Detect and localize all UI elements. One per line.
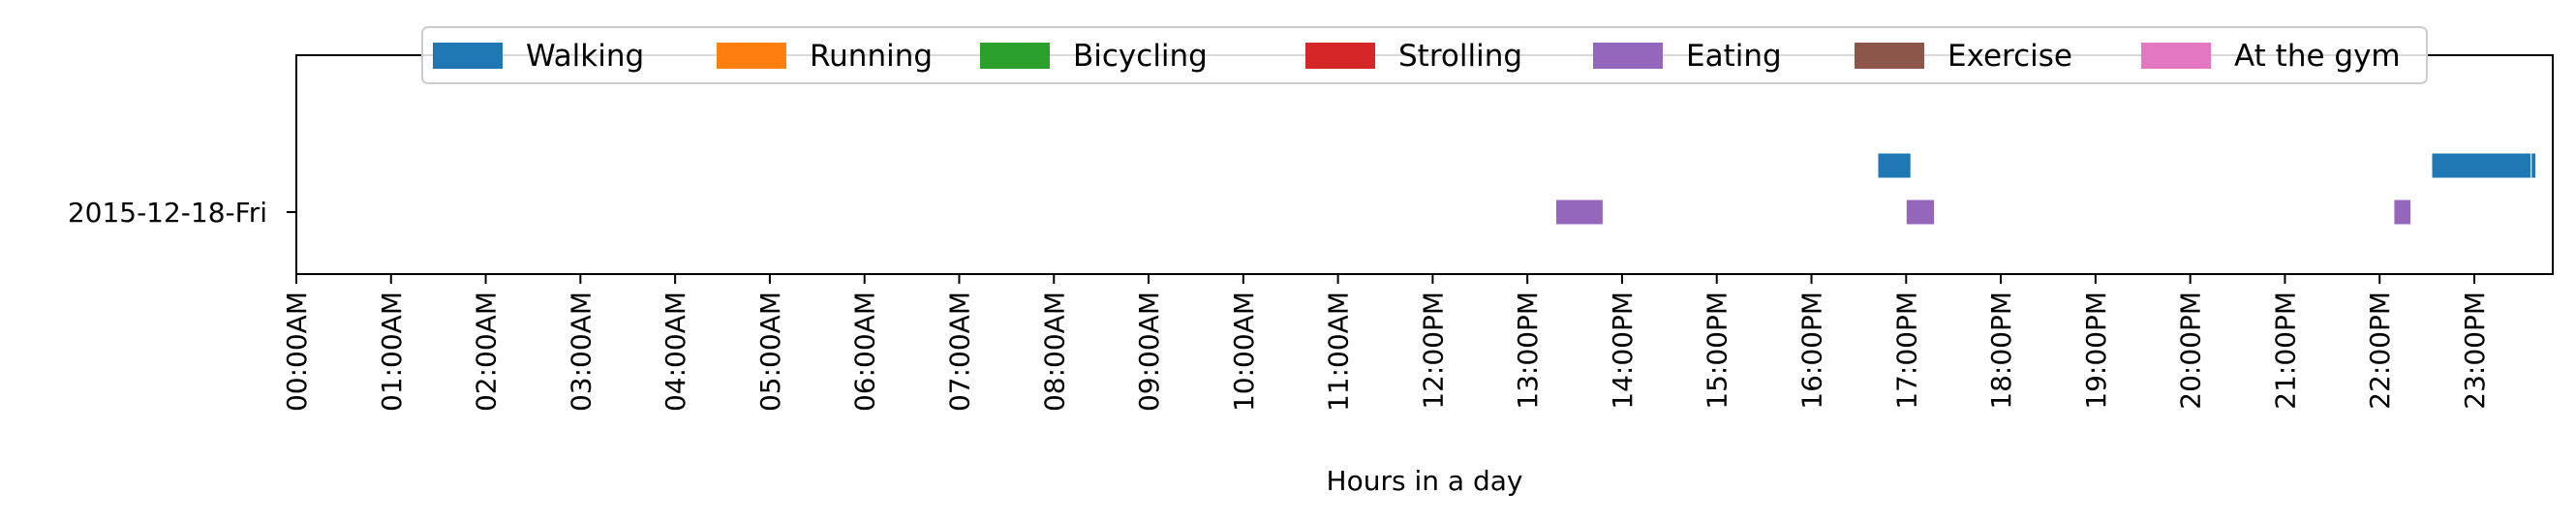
x-tick-label: 00:00AM bbox=[281, 292, 313, 412]
x-tick-label: 06:00AM bbox=[849, 292, 881, 412]
x-tick-label: 11:00AM bbox=[1323, 292, 1355, 412]
x-tick-label: 12:00PM bbox=[1417, 292, 1449, 410]
x-tick-label: 20:00PM bbox=[2175, 292, 2207, 410]
legend-label: Walking bbox=[526, 39, 644, 74]
x-tick-label: 18:00PM bbox=[1985, 292, 2017, 410]
bar-eating-0 bbox=[1555, 199, 1604, 226]
legend: Walking Running Bicycling Strolling Eating Ex… bbox=[421, 26, 2428, 84]
legend-swatch-walking bbox=[433, 43, 503, 69]
bar-eating-1 bbox=[1905, 199, 1936, 226]
x-tick-label: 16:00PM bbox=[1796, 292, 1828, 410]
x-axis-title: Hours in a day bbox=[1327, 465, 1523, 497]
x-tick-label: 07:00AM bbox=[944, 292, 976, 412]
x-tick-label: 03:00AM bbox=[565, 292, 597, 412]
legend-swatch-strolling bbox=[1305, 43, 1375, 69]
x-tick-label: 21:00PM bbox=[2269, 292, 2301, 410]
x-tick-label: 09:00AM bbox=[1133, 292, 1165, 412]
x-tick-label: 14:00PM bbox=[1607, 292, 1639, 410]
legend-label: Exercise bbox=[1947, 39, 2072, 74]
x-tick-label: 15:00PM bbox=[1702, 292, 1733, 410]
x-tick-label: 08:00AM bbox=[1038, 292, 1070, 412]
x-tick-label: 23:00PM bbox=[2459, 292, 2491, 410]
bar-walking-1 bbox=[2431, 152, 2532, 179]
legend-swatch-bicycling bbox=[980, 43, 1050, 69]
x-tick-label: 13:00PM bbox=[1512, 292, 1544, 410]
bar-walking-0 bbox=[1877, 152, 1912, 179]
bar-walking-2 bbox=[2530, 152, 2537, 179]
x-tick-label: 05:00AM bbox=[754, 292, 786, 412]
y-tick-label: 2015-12-18-Fri bbox=[68, 197, 267, 229]
plot-frame bbox=[295, 54, 2554, 275]
legend-label: At the gym bbox=[2234, 39, 2401, 74]
x-tick-label: 01:00AM bbox=[376, 292, 408, 412]
legend-label: Strolling bbox=[1398, 39, 1522, 74]
x-tick-label: 04:00AM bbox=[659, 292, 691, 412]
x-tick-label: 02:00AM bbox=[471, 292, 503, 412]
legend-label: Bicycling bbox=[1073, 39, 1208, 74]
x-tick-label: 17:00PM bbox=[1890, 292, 1922, 410]
legend-swatch-exercise bbox=[1855, 43, 1924, 69]
legend-swatch-at-the-gym bbox=[2141, 43, 2211, 69]
legend-swatch-eating bbox=[1593, 43, 1663, 69]
legend-label: Eating bbox=[1686, 39, 1782, 74]
x-tick-label: 10:00AM bbox=[1228, 292, 1260, 412]
x-tick-label: 22:00PM bbox=[2364, 292, 2396, 410]
x-tick-label: 19:00PM bbox=[2080, 292, 2112, 410]
x-axis: 00:00AM 01:00AM 02:00AM 03:00AM 04:00AM 05:00… bbox=[281, 274, 2491, 412]
y-axis: 2015-12-18-Fri bbox=[68, 197, 296, 229]
legend-box bbox=[421, 26, 2428, 84]
legend-label: Running bbox=[810, 39, 933, 74]
legend-swatch-running bbox=[717, 43, 786, 69]
activity-bars bbox=[1555, 152, 2537, 226]
bar-eating-2 bbox=[2393, 199, 2411, 226]
